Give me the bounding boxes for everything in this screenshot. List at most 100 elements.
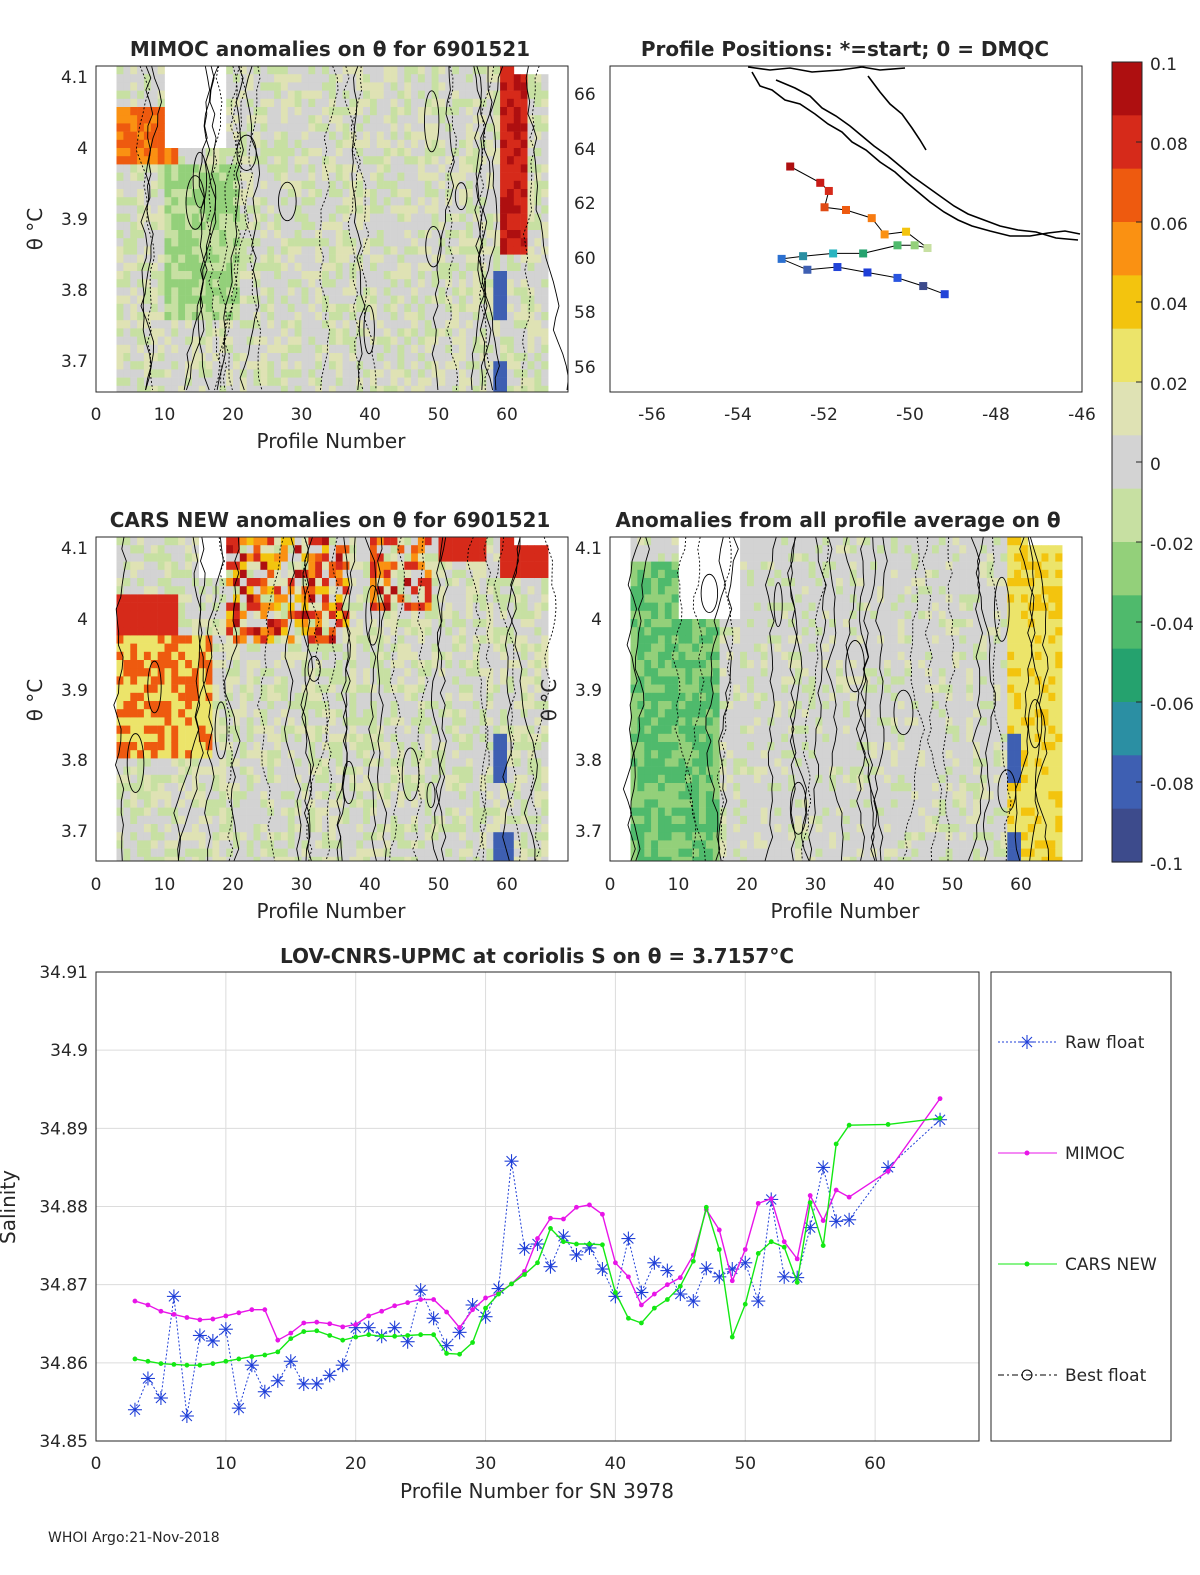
heatmap-cell bbox=[130, 578, 138, 587]
heatmap-cell bbox=[280, 107, 289, 116]
heatmap-cell bbox=[486, 586, 494, 595]
heatmap-cell bbox=[363, 172, 371, 182]
heatmap-cell bbox=[431, 82, 439, 91]
heatmap-cell bbox=[308, 271, 316, 280]
heatmap-cell bbox=[233, 848, 241, 858]
heatmap-cell bbox=[452, 848, 460, 858]
contour-line bbox=[206, 66, 223, 390]
heatmap-cell bbox=[527, 701, 535, 710]
heatmap-cell bbox=[123, 123, 131, 132]
heatmap-cell bbox=[308, 783, 316, 792]
heatmap-cell bbox=[356, 82, 364, 91]
heatmap-cell bbox=[315, 369, 323, 378]
heatmap-cell bbox=[390, 840, 398, 849]
heatmap-cell bbox=[438, 139, 446, 149]
heatmap-cell bbox=[507, 115, 515, 124]
heatmap-cell bbox=[315, 295, 323, 305]
heatmap-cell bbox=[376, 684, 384, 694]
heatmap-cell bbox=[280, 635, 289, 644]
heatmap-cell bbox=[445, 660, 453, 669]
heatmap-cell bbox=[513, 610, 521, 620]
heatmap-cell bbox=[274, 610, 282, 620]
heatmap-cell bbox=[198, 254, 206, 264]
heatmap-cell bbox=[226, 205, 234, 214]
heatmap-cell bbox=[342, 643, 350, 653]
heatmap-cell bbox=[383, 197, 391, 206]
heatmap-cell bbox=[280, 221, 289, 231]
heatmap-cell bbox=[226, 791, 234, 800]
heatmap-cell bbox=[328, 602, 337, 612]
heatmap-cell bbox=[500, 344, 508, 354]
heatmap-cell bbox=[417, 287, 426, 296]
panel-cars: CARS NEW anomalies on θ for 6901521 0 10… bbox=[23, 508, 569, 923]
heatmap-cell bbox=[431, 832, 439, 841]
heatmap-cell bbox=[171, 205, 179, 214]
heatmap-cell bbox=[150, 131, 158, 141]
heatmap-cell bbox=[404, 799, 412, 808]
heatmap-cell bbox=[417, 271, 426, 280]
heatmap-cell bbox=[534, 676, 542, 685]
heatmap-cell bbox=[185, 328, 193, 337]
heatmap-cell bbox=[349, 750, 357, 759]
heatmap-cell bbox=[417, 832, 426, 841]
heatmap-cell bbox=[226, 271, 234, 280]
heatmap-cell bbox=[260, 643, 268, 653]
heatmap-cell bbox=[267, 635, 275, 644]
heatmap-cell bbox=[376, 361, 384, 370]
colorbar-box bbox=[1111, 61, 1143, 863]
heatmap-cell bbox=[157, 254, 165, 264]
heatmap-cell bbox=[486, 807, 494, 817]
heatmap-cell bbox=[143, 148, 152, 157]
heatmap-cell bbox=[438, 66, 446, 75]
heatmap-cell bbox=[308, 90, 316, 100]
heatmap-cell bbox=[328, 701, 337, 710]
heatmap-cell bbox=[342, 824, 350, 833]
heatmap-cell bbox=[239, 312, 247, 321]
heatmap-cell bbox=[376, 156, 384, 165]
heatmap-cell bbox=[335, 385, 343, 392]
heatmap-cell bbox=[315, 676, 323, 685]
heatmap-cell bbox=[239, 758, 247, 767]
heatmap-cell bbox=[342, 197, 350, 206]
heatmap-cell bbox=[274, 221, 282, 231]
heatmap-cell bbox=[411, 569, 419, 579]
heatmap-cell bbox=[219, 848, 227, 858]
heatmap-cell bbox=[500, 295, 508, 305]
heatmap-cell bbox=[150, 213, 158, 223]
heatmap-cell bbox=[246, 139, 254, 149]
heatmap-cell bbox=[130, 385, 138, 392]
heatmap-cell bbox=[411, 369, 419, 378]
heatmap-cell bbox=[157, 758, 165, 767]
heatmap-cell bbox=[185, 238, 193, 247]
heatmap-cell bbox=[445, 709, 453, 718]
heatmap-cell bbox=[465, 148, 474, 157]
heatmap-cell bbox=[260, 791, 268, 800]
heatmap-cell bbox=[376, 312, 384, 321]
heatmap-cell bbox=[157, 361, 165, 370]
heatmap-cell bbox=[411, 213, 419, 223]
heatmap-cell bbox=[171, 537, 179, 546]
heatmap-cell bbox=[301, 320, 309, 329]
heatmap-cell bbox=[171, 221, 179, 231]
heatmap-cell bbox=[308, 115, 316, 124]
heatmap-cell bbox=[287, 537, 295, 546]
heatmap-cell bbox=[342, 66, 350, 75]
heatmap-cell bbox=[233, 361, 241, 370]
heatmap-cell bbox=[137, 651, 145, 661]
heatmap-cell bbox=[445, 148, 453, 157]
heatmap-cell bbox=[294, 594, 302, 603]
heatmap-cell bbox=[500, 139, 508, 149]
heatmap-cell bbox=[383, 701, 391, 710]
heatmap-cell bbox=[335, 336, 343, 346]
heatmap-cell bbox=[390, 791, 398, 800]
heatmap-cell bbox=[445, 750, 453, 759]
heatmap-cell bbox=[191, 385, 200, 392]
heatmap-cell bbox=[130, 353, 138, 362]
heatmap-cell bbox=[260, 774, 268, 784]
heatmap-cell bbox=[513, 377, 521, 387]
heatmap-cell bbox=[404, 90, 412, 100]
heatmap-cell bbox=[280, 115, 289, 124]
heatmap-cell bbox=[520, 783, 528, 792]
heatmap-cell bbox=[315, 385, 323, 392]
heatmap-cell bbox=[219, 353, 227, 362]
